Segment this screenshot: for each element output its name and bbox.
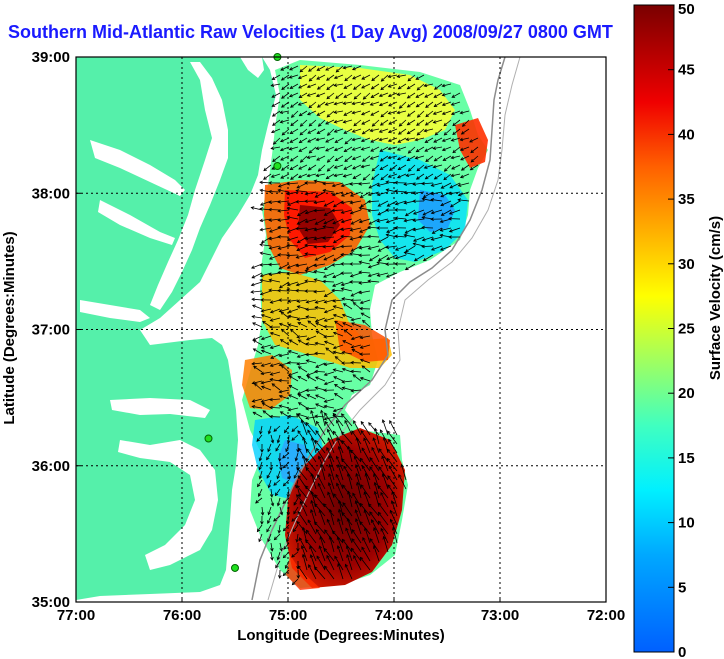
delaware-bay [240,57,264,78]
y-tick-label: 36:00 [32,458,70,475]
y-tick-label: 39:00 [32,49,70,66]
bathymetry-contour [251,57,506,601]
radar-site-marker [204,434,213,443]
radar-site-marker [231,563,239,572]
chesapeake-bay [150,62,228,310]
bathymetry-contour-2 [267,57,521,601]
albemarle-sound [110,398,210,418]
y-tick-label: 37:00 [32,322,70,339]
map-title: Southern Mid-Atlantic Raw Velocities (1 … [8,22,613,42]
rappahannock-river [98,200,175,245]
x-tick-label: 74:00 [375,607,413,624]
x-tick-label: 72:00 [587,607,625,624]
x-tick-label: 75:00 [269,607,307,624]
y-axis-ticks: 35:00 36:00 37:00 38:00 39:00 [32,49,81,611]
james-river [80,300,150,322]
velocity-arrows [250,65,479,586]
y-axis-label: Latitude (Degrees:Minutes) [1,231,18,424]
map-grid [76,57,606,602]
x-axis-label: Longitude (Degrees:Minutes) [237,627,445,644]
x-axis-ticks: 77:00 76:00 75:00 74:00 73:00 72:00 [57,597,625,624]
radar-sites [204,53,282,572]
x-tick-label: 77:00 [57,607,95,624]
x-tick-label: 73:00 [481,607,519,624]
y-tick-label: 38:00 [32,185,70,202]
potomac-river [90,140,185,196]
radar-site-marker [273,162,282,170]
x-tick-label: 76:00 [163,607,201,624]
pamlico-sound [118,440,218,570]
y-tick-label: 35:00 [32,594,70,611]
